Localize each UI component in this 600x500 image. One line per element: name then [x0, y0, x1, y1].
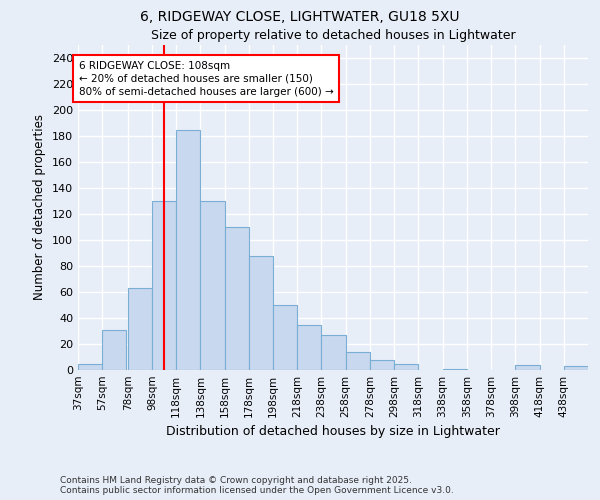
Bar [297, 324, 322, 370]
Bar [176, 130, 200, 370]
Y-axis label: Number of detached properties: Number of detached properties [34, 114, 46, 300]
Bar [346, 352, 370, 370]
Bar [249, 256, 273, 370]
Bar [78, 364, 102, 370]
X-axis label: Distribution of detached houses by size in Lightwater: Distribution of detached houses by size … [166, 426, 500, 438]
Bar [200, 201, 224, 370]
Text: Contains HM Land Registry data © Crown copyright and database right 2025.
Contai: Contains HM Land Registry data © Crown c… [60, 476, 454, 495]
Bar [564, 366, 588, 370]
Bar [128, 288, 152, 370]
Bar [443, 368, 467, 370]
Bar [322, 335, 346, 370]
Bar [224, 227, 249, 370]
Title: Size of property relative to detached houses in Lightwater: Size of property relative to detached ho… [151, 30, 515, 43]
Bar [102, 330, 127, 370]
Bar [273, 305, 297, 370]
Text: 6, RIDGEWAY CLOSE, LIGHTWATER, GU18 5XU: 6, RIDGEWAY CLOSE, LIGHTWATER, GU18 5XU [140, 10, 460, 24]
Text: 6 RIDGEWAY CLOSE: 108sqm
← 20% of detached houses are smaller (150)
80% of semi-: 6 RIDGEWAY CLOSE: 108sqm ← 20% of detach… [79, 60, 334, 97]
Bar [152, 201, 176, 370]
Bar [370, 360, 394, 370]
Bar [394, 364, 418, 370]
Bar [515, 365, 539, 370]
